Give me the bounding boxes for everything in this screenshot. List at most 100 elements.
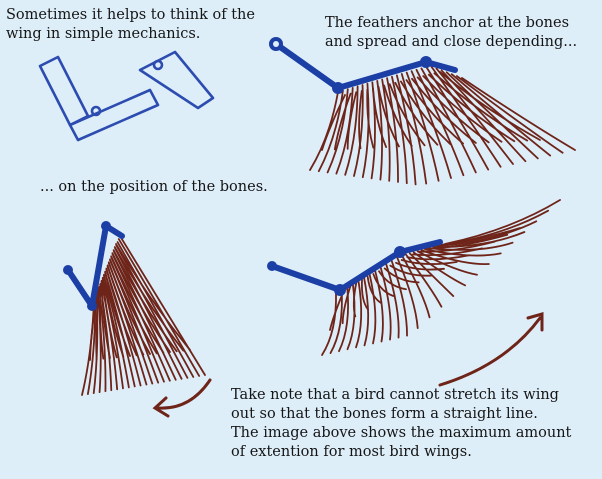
feather (394, 81, 439, 146)
intro-caption: Sometimes it helps to think of the wing … (6, 6, 255, 44)
feather (101, 276, 118, 359)
feather (106, 264, 145, 356)
feather (341, 284, 352, 325)
mechanics-pivot-1 (90, 105, 102, 117)
feather (109, 258, 158, 355)
feather (383, 84, 413, 147)
feather (104, 270, 131, 357)
feather (404, 253, 443, 308)
feather (355, 278, 363, 349)
feather (435, 67, 514, 165)
feather (111, 252, 171, 353)
folded-wing-bones (65, 223, 125, 309)
feather (423, 233, 509, 250)
feather (386, 77, 399, 183)
feather (399, 80, 452, 146)
feather (439, 71, 541, 141)
feather (445, 71, 539, 160)
feather (360, 278, 369, 311)
feather (115, 243, 191, 351)
note-caption-line-4: of extention for most bird wings. (231, 444, 472, 460)
feather (411, 77, 477, 144)
feather (436, 220, 538, 247)
feather (110, 255, 165, 354)
feather (113, 246, 185, 352)
feather (103, 274, 130, 389)
feather (358, 90, 363, 150)
feather (81, 299, 95, 396)
extended-elbow-joint (334, 284, 346, 296)
feathers-caption-line-2: and spread and close depending... (325, 34, 578, 50)
feather (395, 74, 417, 186)
feather (103, 273, 125, 358)
feather (101, 277, 124, 390)
mechanics-bar-1 (38, 55, 90, 127)
feather (417, 240, 496, 253)
feather (372, 273, 395, 297)
feather (412, 251, 467, 287)
feather (389, 264, 433, 277)
simple-mechanics-diagram (38, 50, 215, 142)
feather (117, 238, 201, 377)
intro-caption-line-1: Sometimes it helps to think of the (6, 7, 255, 23)
note-caption-line-2: out so that the bones form a straight li… (231, 406, 538, 422)
feather (395, 261, 445, 271)
feather (352, 281, 358, 318)
feather (388, 83, 426, 147)
open-arrow-head (526, 312, 544, 332)
feather (99, 282, 105, 360)
feather (100, 279, 111, 359)
feather (317, 89, 344, 173)
feather (377, 85, 400, 148)
folded-wing (63, 221, 206, 396)
feather (427, 73, 516, 143)
feather (400, 259, 458, 265)
mechanics-bar-2 (68, 88, 160, 142)
feather (95, 286, 101, 361)
note-caption-line-3: The image above shows the maximum amount (231, 425, 572, 441)
note-caption-line-1: Take note that a bird cannot stretch its… (231, 387, 559, 403)
feather (400, 73, 428, 185)
wrist-joint (420, 56, 432, 68)
feather (353, 84, 364, 177)
position-caption: ... on the position of the bones. (40, 179, 268, 195)
mechanics-pivot-2 (152, 59, 164, 71)
folded-elbow-joint (87, 301, 97, 311)
note-caption: Take note that a bird cannot stretch its… (231, 386, 571, 462)
feather (115, 244, 189, 379)
folded-wrist-joint (101, 221, 111, 231)
feather (96, 289, 102, 394)
open-arrow (438, 312, 544, 387)
feather (406, 254, 471, 261)
feather (119, 235, 206, 376)
feather (344, 85, 359, 176)
feather (412, 247, 483, 257)
feather (383, 267, 420, 284)
feather (346, 91, 358, 150)
feather (366, 275, 382, 304)
feather (326, 88, 349, 174)
feather (381, 78, 391, 182)
feather (391, 75, 408, 185)
feather (114, 247, 183, 380)
extended-wing (267, 199, 561, 356)
folded-shoulder-joint (63, 265, 73, 275)
feather (362, 275, 370, 347)
mechanics-bar-3 (138, 50, 215, 110)
feather (416, 76, 490, 144)
extended-wrist-joint (394, 246, 406, 258)
close-arrow (152, 378, 212, 418)
close-arrow-head (152, 396, 170, 418)
feather (321, 94, 346, 151)
feather (333, 92, 352, 151)
feather (105, 267, 138, 357)
elbow-joint (332, 82, 344, 94)
feather (335, 86, 354, 175)
feather (420, 249, 490, 265)
half-spread-wing-bones (273, 41, 458, 91)
feather (321, 291, 337, 356)
feather (461, 77, 576, 151)
feather (455, 75, 564, 154)
